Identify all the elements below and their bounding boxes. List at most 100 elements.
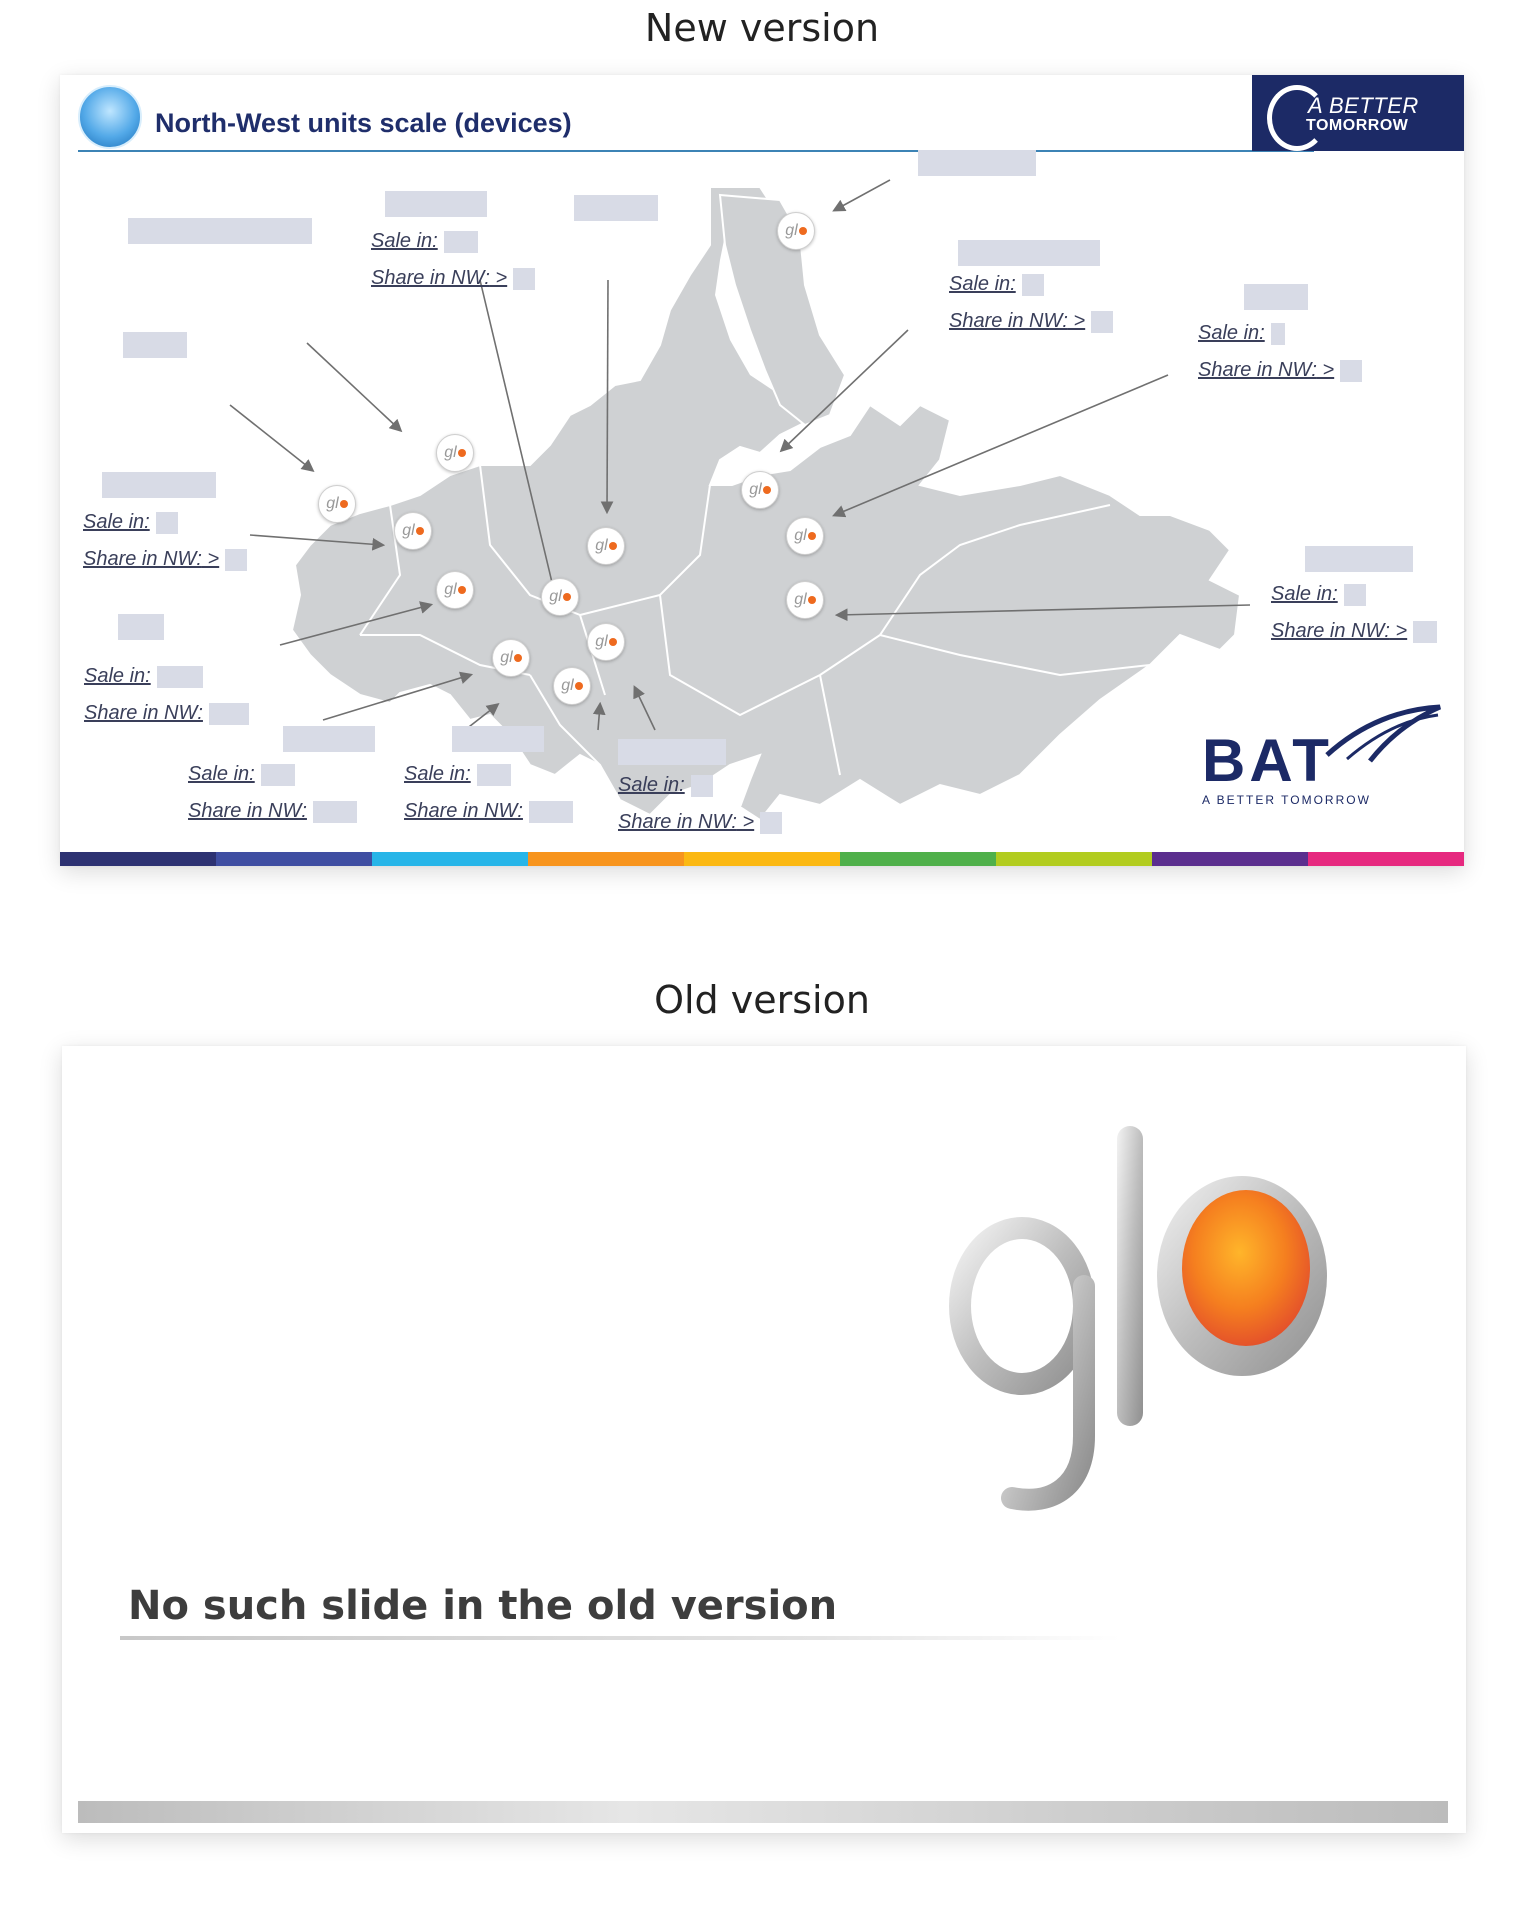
glo-marker[interactable]: gl xyxy=(541,578,579,616)
glo-dot-icon xyxy=(457,448,466,457)
glo-marker-text: gl xyxy=(794,591,807,608)
share-label: Share in NW: > xyxy=(1198,359,1363,382)
color-bar-segment xyxy=(372,852,528,866)
sale-label: Sale in: xyxy=(188,763,295,786)
glo-marker-text: gl xyxy=(326,495,339,512)
slide-title: North-West units scale (devices) xyxy=(155,108,572,138)
share-label: Share in NW: > xyxy=(83,548,248,571)
brand-color-bar xyxy=(60,852,1464,866)
glo-marker-text: gl xyxy=(595,537,608,554)
message-underline xyxy=(120,1636,1120,1640)
title-underline xyxy=(78,150,1314,152)
a-better-tomorrow-logo: A BETTER TOMORROW xyxy=(1252,75,1464,151)
new-version-slide: North-West units scale (devices) A BETTE… xyxy=(60,75,1464,866)
color-bar-segment xyxy=(216,852,372,866)
glo-marker[interactable]: gl xyxy=(492,639,530,677)
glo-dot-icon xyxy=(562,592,571,601)
glo-marker-text: gl xyxy=(444,581,457,598)
redacted-region-name xyxy=(918,150,1036,176)
glo-marker[interactable]: gl xyxy=(394,512,432,550)
redacted-region-name xyxy=(128,218,312,244)
bat-wordmark: BAT xyxy=(1202,727,1333,794)
redacted-region-name xyxy=(452,726,544,752)
glo-marker-text: gl xyxy=(785,222,798,239)
redacted-region-name xyxy=(385,191,487,217)
bat-tagline: A BETTER TOMORROW xyxy=(1202,793,1371,807)
glo-dot-icon xyxy=(339,499,348,508)
new-version-heading: New version xyxy=(644,6,880,50)
sale-label: Sale in: xyxy=(84,665,203,688)
glo-marker-text: gl xyxy=(561,677,574,694)
bat-swoosh-icon xyxy=(1325,704,1441,763)
glo-dot-icon xyxy=(415,526,424,535)
redacted-region-name xyxy=(1305,546,1413,572)
glo-dot-icon xyxy=(798,226,807,235)
no-slide-message: No such slide in the old version xyxy=(128,1583,838,1629)
logo-line-2: TOMORROW xyxy=(1306,117,1409,134)
redacted-region-name xyxy=(574,195,658,221)
redacted-region-name xyxy=(118,614,164,640)
glo-marker[interactable]: gl xyxy=(587,527,625,565)
redacted-region-name xyxy=(1244,284,1308,310)
glo-dot-icon xyxy=(807,595,816,604)
color-bar-segment xyxy=(996,852,1152,866)
glo-marker[interactable]: gl xyxy=(777,212,815,250)
share-label: Share in NW: > xyxy=(1271,620,1438,643)
glo-logo: gl xyxy=(932,1106,1327,1511)
redacted-region-name xyxy=(618,739,726,765)
color-bar-segment xyxy=(60,852,216,866)
glo-marker-text: gl xyxy=(500,649,513,666)
color-bar-segment xyxy=(840,852,996,866)
sale-label: Sale in: xyxy=(371,230,478,253)
glo-marker[interactable]: gl xyxy=(786,517,824,555)
share-label: Share in NW: > xyxy=(949,310,1114,333)
glo-marker[interactable]: gl xyxy=(436,571,474,609)
share-label: Share in NW: xyxy=(84,702,249,725)
sale-label: Sale in: xyxy=(1198,322,1285,345)
glo-dot-icon xyxy=(608,637,617,646)
color-bar-segment xyxy=(1152,852,1308,866)
glo-dot-icon xyxy=(608,541,617,550)
logo-ring-icon xyxy=(1267,85,1327,151)
color-bar-segment xyxy=(1308,852,1464,866)
glo-marker-text: gl xyxy=(444,444,457,461)
color-bar-segment xyxy=(684,852,840,866)
color-bar-segment xyxy=(528,852,684,866)
bat-logo: BAT A BETTER TOMORROW xyxy=(1202,704,1441,807)
sale-label: Sale in: xyxy=(618,774,713,797)
old-version-heading: Old version xyxy=(654,978,870,1022)
redacted-region-name xyxy=(102,472,216,498)
share-label: Share in NW: xyxy=(188,800,357,823)
glo-marker-text: gl xyxy=(549,588,562,605)
glo-marker[interactable]: gl xyxy=(436,434,474,472)
glo-dot-icon xyxy=(513,653,522,662)
glo-marker-text: gl xyxy=(749,481,762,498)
share-label: Share in NW: > xyxy=(618,811,783,834)
sale-label: Sale in: xyxy=(404,763,511,786)
redacted-region-name xyxy=(123,332,187,358)
logo-line-1: A BETTER xyxy=(1308,93,1419,118)
glo-marker[interactable]: gl xyxy=(553,667,591,705)
redacted-region-name xyxy=(283,726,375,752)
northwest-emblem-logo xyxy=(78,85,142,149)
old-version-slide: gl No such slide in the old version xyxy=(62,1046,1466,1833)
share-label: Share in NW: xyxy=(404,800,573,823)
glo-logo-text: gl xyxy=(932,1106,934,1107)
sale-label: Sale in: xyxy=(949,273,1044,296)
share-label: Share in NW: > xyxy=(371,267,536,290)
glo-dot-icon xyxy=(762,485,771,494)
sale-label: Sale in: xyxy=(83,511,178,534)
glo-marker-text: gl xyxy=(595,633,608,650)
old-slide-footer-bar xyxy=(78,1801,1448,1823)
redacted-region-name xyxy=(958,240,1100,266)
glo-marker[interactable]: gl xyxy=(587,623,625,661)
glo-dot-icon xyxy=(457,585,466,594)
sale-label: Sale in: xyxy=(1271,583,1366,606)
glo-marker-text: gl xyxy=(402,522,415,539)
glo-dot-icon xyxy=(574,681,583,690)
glo-marker[interactable]: gl xyxy=(741,471,779,509)
glo-dot-icon xyxy=(807,531,816,540)
glo-marker[interactable]: gl xyxy=(318,485,356,523)
glo-marker[interactable]: gl xyxy=(786,581,824,619)
glo-marker-text: gl xyxy=(794,527,807,544)
